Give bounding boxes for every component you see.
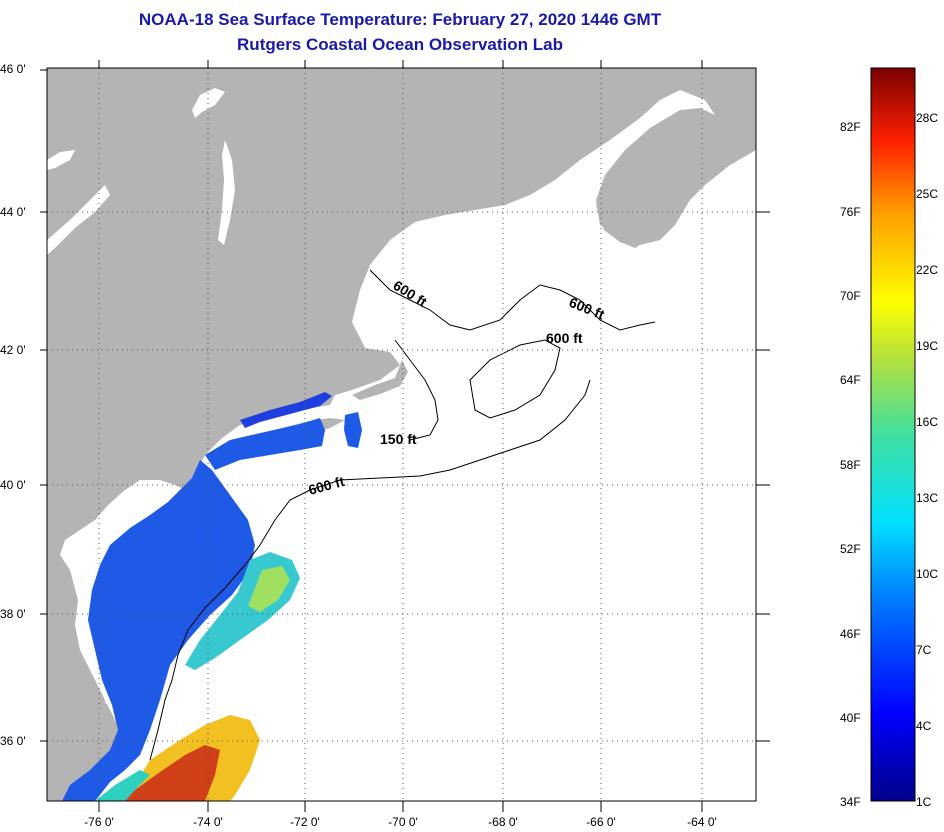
colorbar — [870, 67, 916, 802]
lat-label-44: 44 0' — [0, 205, 26, 219]
sst-cold-water-north — [205, 418, 325, 470]
colorbar-f-82: 82F — [840, 120, 861, 134]
lon-label-76: -76 0' — [84, 815, 114, 829]
colorbar-c-4: 4C — [916, 719, 932, 733]
lon-label-64: -64 0' — [687, 815, 717, 829]
cape-cod — [352, 360, 408, 400]
colorbar-f-64: 64F — [840, 373, 861, 387]
lat-label-46: 46 0' — [0, 62, 26, 76]
map-panel: 600 ft 600 ft 600 ft 150 ft 600 ft — [47, 68, 756, 801]
colorbar-f-46: 46F — [840, 627, 861, 641]
colorbar-f-34: 34F — [840, 795, 861, 809]
lon-label-68: -68 0' — [488, 815, 518, 829]
sst-cold-water-li — [240, 392, 332, 428]
colorbar-c-16: 16C — [916, 415, 939, 429]
lon-label-72: -72 0' — [290, 815, 320, 829]
lat-label-36: 36 0' — [0, 734, 26, 748]
bathymetry-contours — [149, 269, 656, 761]
contour-600-line-gom — [369, 269, 656, 331]
sst-cyan-water — [95, 770, 150, 801]
colorbar-f-76: 76F — [840, 205, 861, 219]
lake-ontario — [47, 185, 110, 255]
lake-erie — [47, 150, 75, 170]
sst-green-water — [248, 566, 290, 612]
land-mass — [47, 68, 756, 801]
map-frame — [46, 67, 757, 802]
lat-label-40: 40 0' — [0, 478, 26, 492]
lon-label-66: -66 0' — [586, 815, 616, 829]
colorbar-f-52: 52F — [840, 542, 861, 556]
contour-150-line — [394, 339, 439, 441]
colorbar-f-58: 58F — [840, 458, 861, 472]
colorbar-c-28: 28C — [916, 111, 939, 125]
lat-label-38: 38 0' — [0, 607, 26, 621]
nova-scotia — [596, 118, 745, 248]
graticule — [47, 68, 756, 801]
colorbar-c-1: 1C — [916, 795, 932, 809]
colorbar-c-25: 25C — [916, 187, 939, 201]
lake-champlain — [218, 140, 235, 245]
sst-cold-water — [62, 460, 255, 801]
colorbar-c-7: 7C — [916, 643, 932, 657]
colorbar-c-22: 22C — [916, 263, 939, 277]
lat-label-42: 42 0' — [0, 343, 26, 357]
map-subtitle: Rutgers Coastal Ocean Observation Lab — [237, 35, 563, 54]
map-title: NOAA-18 Sea Surface Temperature: Februar… — [138, 10, 662, 29]
contour-georges — [469, 339, 561, 419]
colorbar-c-13: 13C — [916, 491, 939, 505]
colorbar-c-10: 10C — [916, 567, 939, 581]
contour-label-600ft-3: 600 ft — [546, 330, 583, 346]
contour-600-line-shelf — [149, 379, 591, 761]
sst-cold-water-patch — [344, 412, 362, 448]
contour-label-150ft: 150 ft — [380, 431, 417, 447]
colorbar-c-19: 19C — [916, 339, 939, 353]
lon-label-74: -74 0' — [193, 815, 223, 829]
colorbar-f-70: 70F — [840, 289, 861, 303]
sst-hot-water — [125, 745, 220, 801]
axis-ticks — [40, 60, 770, 812]
lon-label-70: -70 0' — [388, 815, 418, 829]
colorbar-f-40: 40F — [840, 711, 861, 725]
